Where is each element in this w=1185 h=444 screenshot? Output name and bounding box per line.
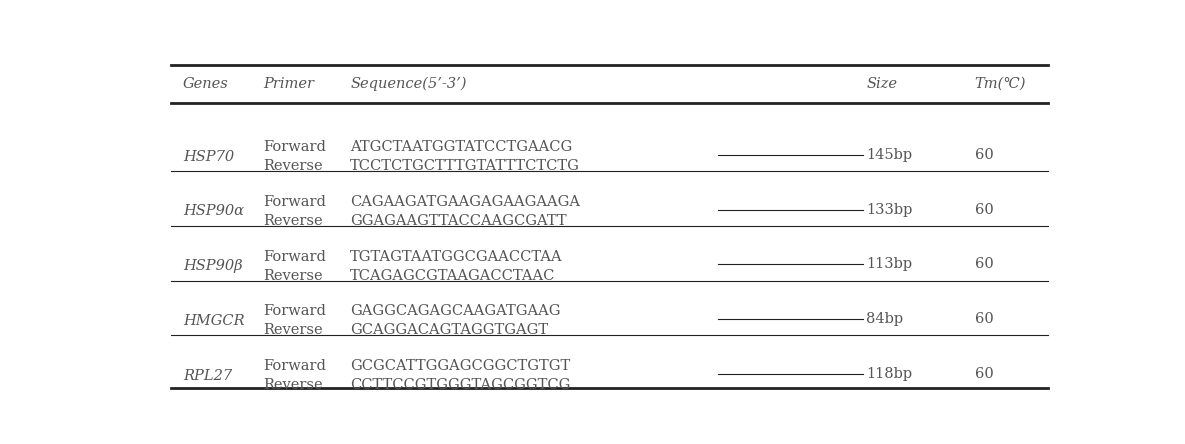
Text: Forward: Forward bbox=[263, 140, 326, 155]
Text: 60: 60 bbox=[974, 148, 993, 162]
Text: HSP90α: HSP90α bbox=[182, 204, 244, 218]
Text: 133bp: 133bp bbox=[866, 203, 912, 217]
Text: Reverse: Reverse bbox=[263, 378, 322, 392]
Text: CCTTCCGTGGGTAGCGGTCG: CCTTCCGTGGGTAGCGGTCG bbox=[351, 378, 570, 392]
Text: Forward: Forward bbox=[263, 195, 326, 209]
Text: Genes: Genes bbox=[182, 77, 229, 91]
Text: 60: 60 bbox=[974, 203, 993, 217]
Text: RPL27: RPL27 bbox=[182, 369, 232, 382]
Text: 118bp: 118bp bbox=[866, 367, 912, 381]
Text: Sequence(5’-3’): Sequence(5’-3’) bbox=[351, 77, 467, 91]
Text: Forward: Forward bbox=[263, 305, 326, 318]
Text: HSP70: HSP70 bbox=[182, 150, 235, 164]
Text: CAGAAGATGAAGAGAAGAAGA: CAGAAGATGAAGAGAAGAAGA bbox=[351, 195, 581, 209]
Text: 60: 60 bbox=[974, 258, 993, 271]
Text: 84bp: 84bp bbox=[866, 312, 903, 326]
Text: Size: Size bbox=[866, 77, 897, 91]
Text: GCAGGACAGTAGGTGAGT: GCAGGACAGTAGGTGAGT bbox=[351, 323, 549, 337]
Text: 145bp: 145bp bbox=[866, 148, 912, 162]
Text: GCGCATTGGAGCGGCTGTGT: GCGCATTGGAGCGGCTGTGT bbox=[351, 359, 570, 373]
Text: TCAGAGCGTAAGACCTAAC: TCAGAGCGTAAGACCTAAC bbox=[351, 269, 556, 282]
Text: ATGCTAATGGTATCCTGAACG: ATGCTAATGGTATCCTGAACG bbox=[351, 140, 572, 155]
Text: Reverse: Reverse bbox=[263, 269, 322, 282]
Text: Tm(℃): Tm(℃) bbox=[974, 77, 1026, 91]
Text: Reverse: Reverse bbox=[263, 323, 322, 337]
Text: 113bp: 113bp bbox=[866, 258, 912, 271]
Text: Forward: Forward bbox=[263, 250, 326, 264]
Text: Reverse: Reverse bbox=[263, 159, 322, 173]
Text: Primer: Primer bbox=[263, 77, 314, 91]
Text: GAGGCAGAGCAAGATGAAG: GAGGCAGAGCAAGATGAAG bbox=[351, 305, 561, 318]
Text: 60: 60 bbox=[974, 367, 993, 381]
Text: GGAGAAGTTACCAAGCGATT: GGAGAAGTTACCAAGCGATT bbox=[351, 214, 566, 228]
Text: HMGCR: HMGCR bbox=[182, 314, 244, 328]
Text: TGTAGTAATGGCGAACCTAA: TGTAGTAATGGCGAACCTAA bbox=[351, 250, 563, 264]
Text: HSP90β: HSP90β bbox=[182, 259, 243, 273]
Text: Forward: Forward bbox=[263, 359, 326, 373]
Text: 60: 60 bbox=[974, 312, 993, 326]
Text: Reverse: Reverse bbox=[263, 214, 322, 228]
Text: TCCTCTGCTTTGTATTTCTCTG: TCCTCTGCTTTGTATTTCTCTG bbox=[351, 159, 579, 173]
